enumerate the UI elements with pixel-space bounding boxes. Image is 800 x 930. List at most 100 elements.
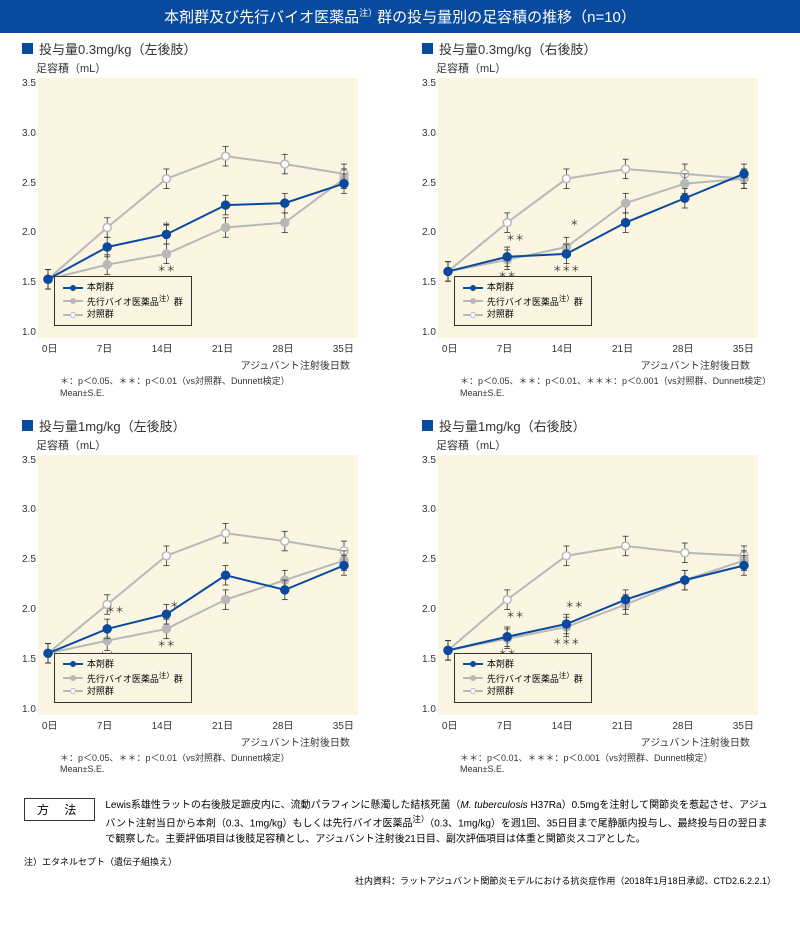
panel-footnote-1: ＊：p＜0.05、＊＊：p＜0.01（vs対照群、Dunnett検定） — [60, 376, 390, 388]
legend-label: 対照群 — [87, 308, 114, 321]
ytick: 2.0 — [422, 227, 436, 238]
y-axis: 3.53.02.52.01.51.0 — [22, 78, 38, 338]
plot-area: ＊＊＊＊＊ 本剤群 先行バイオ医薬品注）群 対照群 — [38, 78, 358, 338]
xtick: 28日 — [272, 340, 293, 355]
y-axis: 3.53.02.52.01.51.0 — [422, 455, 438, 715]
xtick: 14日 — [552, 717, 573, 732]
significance-marker: ＊＊ — [506, 608, 524, 621]
significance-marker: ＊＊ — [106, 603, 124, 616]
x-axis-label: アジュバント注射後日数 — [38, 357, 350, 372]
legend-row: 先行バイオ医薬品注）群 — [63, 294, 183, 309]
legend-row: 本剤群 — [463, 281, 583, 294]
significance-marker: ＊＊ — [157, 262, 175, 275]
ytick: 1.0 — [422, 327, 436, 338]
xtick: 0日 — [42, 340, 58, 355]
square-icon — [22, 43, 33, 54]
x-axis: 0日7日14日21日28日35日 — [38, 715, 358, 732]
plot-area: ＊＊＊＊＊＊＊ 本剤群 先行バイオ医薬品注）群 対照群 — [38, 455, 358, 715]
significance-marker: ＊＊＊ — [553, 635, 580, 648]
y-axis: 3.53.02.52.01.51.0 — [422, 78, 438, 338]
legend-label: 本剤群 — [487, 658, 514, 671]
xtick: 7日 — [97, 717, 113, 732]
xtick: 0日 — [442, 717, 458, 732]
ytick: 3.0 — [422, 504, 436, 515]
xtick: 7日 — [97, 340, 113, 355]
ytick: 2.5 — [422, 554, 436, 565]
panel-heading: 投与量1mg/kg（右後肢） — [422, 416, 790, 435]
method-text: Lewis系雄性ラットの右後肢足蹠皮内に、流動パラフィンに懸濁した結核死菌（M.… — [105, 798, 776, 846]
ytick: 1.5 — [422, 277, 436, 288]
significance-marker: ＊ — [570, 216, 579, 229]
y-axis-label: 足容積（mL） — [36, 60, 390, 76]
legend: 本剤群 先行バイオ医薬品注）群 対照群 — [54, 653, 192, 703]
ytick: 1.5 — [22, 277, 36, 288]
panel-footnote-1: ＊：p＜0.05、＊＊：p＜0.01、＊＊＊：p＜0.001（vs対照群、Dun… — [460, 376, 790, 388]
ytick: 1.0 — [422, 704, 436, 715]
x-axis-label: アジュバント注射後日数 — [38, 734, 350, 749]
plot-area: ＊＊＊＊＊＊＊＊ 本剤群 先行バイオ医薬品注）群 対照群 — [438, 78, 758, 338]
significance-marker: ＊＊＊ — [553, 262, 580, 275]
legend-row: 先行バイオ医薬品注）群 — [463, 671, 583, 686]
legend-label: 対照群 — [487, 685, 514, 698]
ytick: 2.0 — [22, 227, 36, 238]
panel-p3: 投与量1mg/kg（左後肢） 足容積（mL） 3.53.02.52.01.51.… — [0, 410, 400, 787]
xtick: 35日 — [733, 717, 754, 732]
xtick: 14日 — [152, 340, 173, 355]
ytick: 1.5 — [422, 654, 436, 665]
xtick: 28日 — [672, 340, 693, 355]
ytick: 3.5 — [22, 78, 36, 89]
xtick: 0日 — [42, 717, 58, 732]
panel-heading-text: 投与量0.3mg/kg（右後肢） — [439, 39, 596, 58]
xtick: 35日 — [333, 340, 354, 355]
legend: 本剤群 先行バイオ医薬品注）群 対照群 — [54, 276, 192, 326]
panel-footnote-2: Mean±S.E. — [460, 764, 790, 774]
legend-label: 本剤群 — [487, 281, 514, 294]
legend-row: 本剤群 — [463, 658, 583, 671]
legend-label: 本剤群 — [87, 281, 114, 294]
y-axis-label: 足容積（mL） — [436, 60, 790, 76]
square-icon — [422, 43, 433, 54]
legend: 本剤群 先行バイオ医薬品注）群 対照群 — [454, 653, 592, 703]
panel-heading-text: 投与量1mg/kg（右後肢） — [439, 416, 586, 435]
ytick: 3.0 — [22, 128, 36, 139]
legend-label: 先行バイオ医薬品注）群 — [487, 671, 583, 686]
legend-row: 本剤群 — [63, 281, 183, 294]
xtick: 21日 — [612, 717, 633, 732]
ytick: 2.0 — [22, 604, 36, 615]
ytick: 2.5 — [422, 178, 436, 189]
legend-row: 本剤群 — [63, 658, 183, 671]
x-axis-label: アジュバント注射後日数 — [438, 734, 750, 749]
significance-marker: ＊ — [170, 598, 179, 611]
xtick: 14日 — [152, 717, 173, 732]
plot-area: ＊＊＊＊＊＊＊＊＊ 本剤群 先行バイオ医薬品注）群 対照群 — [438, 455, 758, 715]
panel-p1: 投与量0.3mg/kg（左後肢） 足容積（mL） 3.53.02.52.01.5… — [0, 33, 400, 410]
x-axis-label: アジュバント注射後日数 — [438, 357, 750, 372]
panel-p2: 投与量0.3mg/kg（右後肢） 足容積（mL） 3.53.02.52.01.5… — [400, 33, 800, 410]
footnote: 注）エタネルセプト（遺伝子組換え） — [24, 855, 776, 868]
ytick: 3.0 — [22, 504, 36, 515]
legend-label: 対照群 — [487, 308, 514, 321]
legend-label: 対照群 — [87, 685, 114, 698]
ytick: 1.0 — [22, 704, 36, 715]
panel-footnote-1: ＊：p＜0.05、＊＊：p＜0.01（vs対照群、Dunnett検定） — [60, 753, 390, 765]
ytick: 1.0 — [22, 327, 36, 338]
square-icon — [22, 420, 33, 431]
xtick: 28日 — [272, 717, 293, 732]
xtick: 35日 — [333, 717, 354, 732]
ytick: 3.5 — [22, 455, 36, 466]
legend-row: 対照群 — [463, 685, 583, 698]
xtick: 7日 — [497, 340, 513, 355]
xtick: 0日 — [442, 340, 458, 355]
panel-footnote-2: Mean±S.E. — [60, 388, 390, 398]
ytick: 3.0 — [422, 128, 436, 139]
ytick: 3.5 — [422, 455, 436, 466]
significance-marker: ＊＊ — [506, 231, 524, 244]
legend-label: 先行バイオ医薬品注）群 — [87, 294, 183, 309]
significance-marker: ＊＊ — [565, 598, 583, 611]
panel-heading: 投与量1mg/kg（左後肢） — [22, 416, 390, 435]
square-icon — [422, 420, 433, 431]
xtick: 21日 — [612, 340, 633, 355]
legend-label: 本剤群 — [87, 658, 114, 671]
y-axis-label: 足容積（mL） — [36, 437, 390, 453]
legend-row: 先行バイオ医薬品注）群 — [63, 671, 183, 686]
